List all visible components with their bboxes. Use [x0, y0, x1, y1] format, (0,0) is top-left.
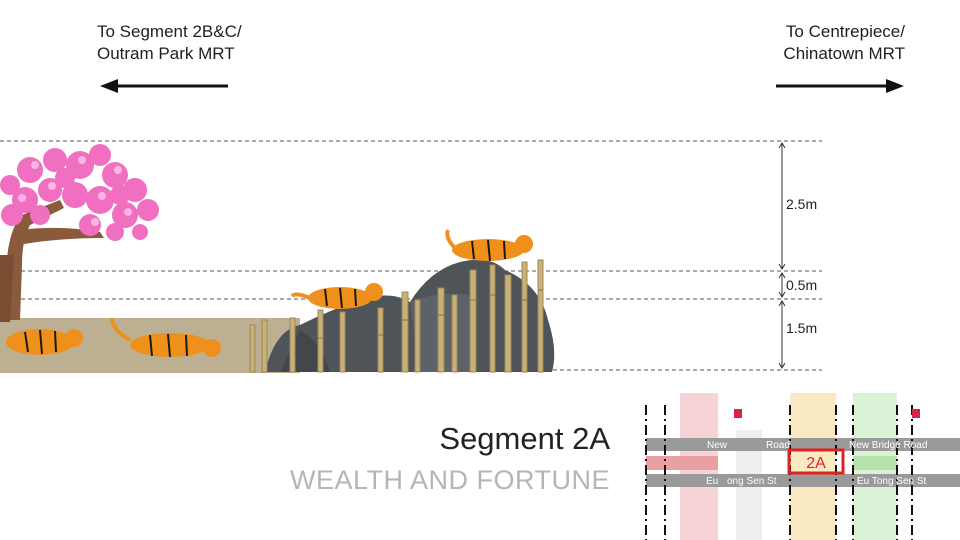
direction-right-label: To Centrepiece/ Chinatown MRT — [783, 21, 905, 65]
cherry-blossom-tree-icon — [0, 144, 159, 322]
bamboo-cluster-icon — [249, 259, 544, 373]
left-arrow-icon — [100, 79, 228, 93]
tiger-icon — [290, 283, 383, 309]
segment-title: Segment 2A — [439, 421, 610, 456]
tiger-icon — [110, 317, 221, 358]
key-map: 2A New Road New Bridge Road Eu ong Sen S… — [645, 393, 960, 540]
direction-left-line2: Outram Park MRT — [97, 44, 235, 63]
segment-theme: WEALTH AND FORTUNE — [289, 465, 610, 495]
direction-right-line2: Chinatown MRT — [783, 44, 905, 63]
key-map-road-top-fragment-mid: Road — [766, 440, 790, 451]
bamboo-nodes — [318, 289, 543, 339]
tiger-icon — [6, 329, 83, 355]
key-map-road-top-fragment-left: New — [707, 440, 728, 451]
key-map-road-bottom-label: Eu Tong Sen St — [857, 476, 927, 487]
dimension-label-bottom: 1.5m — [786, 320, 818, 336]
key-map-highlight-label: 2A — [806, 455, 826, 472]
right-arrow-icon — [776, 79, 904, 93]
tiger-icon — [445, 229, 533, 262]
direction-right-line1: To Centrepiece/ — [785, 22, 905, 41]
dimension-arrows — [778, 142, 786, 369]
dimension-label-middle: 0.5m — [786, 277, 818, 293]
key-map-pink-strip — [646, 456, 718, 470]
direction-left-label: To Segment 2B&C/ Outram Park MRT — [97, 21, 242, 65]
direction-left-line1: To Segment 2B&C/ — [97, 22, 242, 41]
key-map-road-bottom-fragment-mid: ong Sen St — [727, 476, 777, 487]
key-map-road-bottom — [646, 474, 960, 487]
key-map-road-top-label: New Bridge Road — [849, 440, 927, 451]
mrt-marker-icon — [734, 409, 742, 418]
key-map-highlight-box — [787, 448, 845, 475]
mrt-marker-icon — [912, 409, 920, 418]
key-map-green-strip — [853, 456, 897, 470]
key-map-road-top — [646, 438, 960, 451]
key-map-zone-yellow — [790, 393, 836, 540]
dimension-label-top: 2.5m — [786, 196, 818, 212]
key-map-road-bottom-fragment-left: Eu — [706, 476, 718, 487]
